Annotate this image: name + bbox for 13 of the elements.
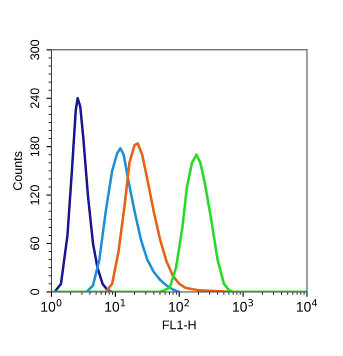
x-tick-label: 10$^{2}$: [169, 299, 189, 312]
y-tick-label: 240: [30, 88, 40, 108]
y-tick-label: 180: [30, 136, 40, 156]
x-axis-title: FL1-H: [162, 320, 196, 330]
x-tick-label: 10$^{4}$: [296, 299, 318, 312]
y-tick-label: 60: [30, 237, 40, 250]
y-tick-label: 120: [30, 185, 40, 205]
x-tick-label: 10$^{0}$: [41, 299, 62, 312]
y-axis-title: Counts: [13, 152, 22, 190]
x-tick-label: 10$^{3}$: [233, 299, 253, 312]
y-tick-label: 300: [30, 40, 40, 60]
x-tick-label: 10$^{1}$: [105, 299, 126, 312]
y-tick-label: 0: [30, 288, 40, 295]
